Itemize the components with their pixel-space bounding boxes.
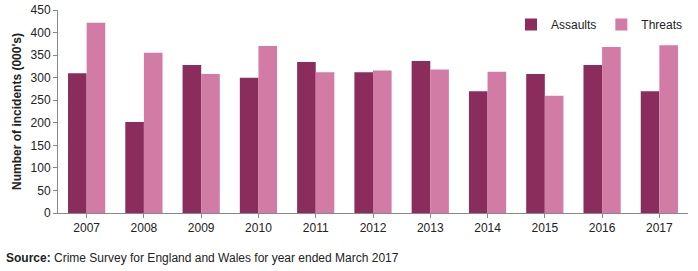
- svg-text:200: 200: [31, 116, 51, 130]
- svg-text:2010: 2010: [245, 221, 272, 235]
- svg-text:2015: 2015: [531, 221, 558, 235]
- svg-text:2011: 2011: [303, 221, 329, 235]
- svg-text:Number of incidents (000's): Number of incidents (000's): [10, 33, 24, 190]
- svg-text:0: 0: [44, 206, 51, 220]
- svg-text:450: 450: [31, 3, 51, 17]
- svg-text:300: 300: [31, 71, 51, 85]
- svg-text:Source: Crime Survey for Engla: Source: Crime Survey for England and Wal…: [6, 251, 399, 265]
- svg-text:250: 250: [31, 93, 51, 107]
- svg-text:2017: 2017: [646, 221, 673, 235]
- svg-text:2007: 2007: [73, 221, 100, 235]
- svg-text:2014: 2014: [474, 221, 501, 235]
- svg-text:2012: 2012: [360, 221, 387, 235]
- svg-text:100: 100: [31, 161, 51, 175]
- svg-text:50: 50: [37, 184, 51, 198]
- svg-text:2009: 2009: [188, 221, 215, 235]
- svg-text:150: 150: [31, 139, 51, 153]
- svg-text:Assaults: Assaults: [551, 18, 596, 32]
- svg-text:400: 400: [31, 26, 51, 40]
- svg-text:350: 350: [31, 48, 51, 62]
- svg-text:2016: 2016: [589, 221, 616, 235]
- svg-text:Threats: Threats: [641, 18, 682, 32]
- svg-text:2008: 2008: [131, 221, 158, 235]
- svg-text:2013: 2013: [417, 221, 444, 235]
